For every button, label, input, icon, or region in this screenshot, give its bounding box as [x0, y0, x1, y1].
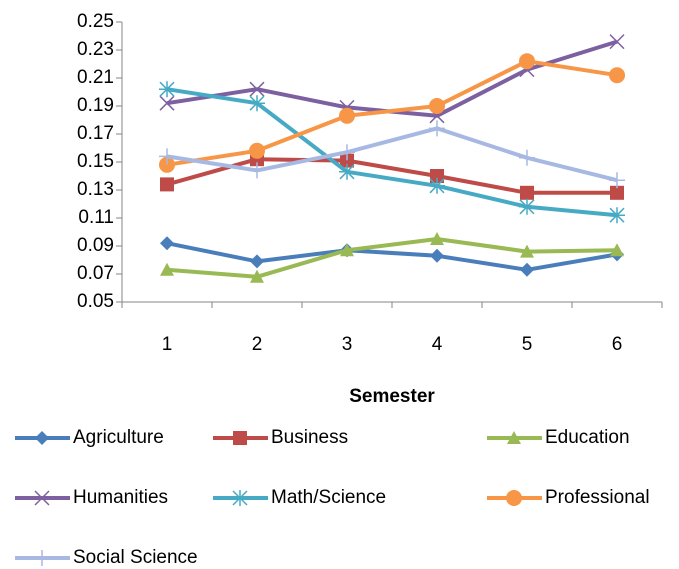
x-tick-label: 6 [612, 334, 623, 355]
series-line [166, 241, 618, 272]
marker [429, 177, 445, 194]
x-tick-label: 5 [522, 334, 533, 355]
marker [34, 490, 50, 506]
series-line [166, 87, 618, 218]
marker [430, 232, 444, 245]
marker [233, 431, 247, 445]
marker [506, 490, 522, 506]
y-tick-label: 0.17 [77, 123, 114, 144]
y-tick-label: 0.19 [77, 95, 114, 116]
series-line [166, 126, 618, 183]
marker [609, 67, 625, 84]
marker [160, 262, 174, 276]
legend-label: Education [545, 427, 630, 448]
series-line [166, 59, 618, 167]
marker [250, 269, 264, 283]
marker [520, 244, 534, 258]
marker [609, 34, 625, 50]
marker [249, 95, 265, 112]
marker [430, 248, 444, 263]
marker [35, 431, 49, 445]
marker [430, 169, 444, 183]
marker [339, 163, 355, 180]
legend-label: Social Science [73, 547, 198, 568]
marker [232, 490, 248, 506]
series-line [166, 237, 618, 279]
y-tick-label: 0.13 [77, 179, 114, 200]
legend-label: Agriculture [73, 427, 164, 448]
x-tick-label: 4 [432, 334, 443, 355]
marker [429, 98, 445, 114]
y-tick-label: 0.09 [77, 235, 114, 256]
y-tick-label: 0.21 [77, 67, 114, 88]
y-tick-label: 0.07 [77, 263, 114, 284]
y-tick-label: 0.15 [77, 151, 114, 172]
marker [519, 149, 535, 166]
series-line [166, 39, 618, 118]
marker [159, 148, 175, 165]
marker [339, 144, 355, 161]
x-tick-label: 3 [342, 334, 353, 355]
marker [159, 95, 175, 111]
marker [429, 120, 445, 137]
y-tick-label: 0.05 [77, 291, 114, 312]
marker [34, 550, 50, 566]
marker [519, 53, 535, 70]
marker [609, 172, 625, 189]
marker [507, 431, 521, 444]
x-axis-title: Semester [349, 386, 435, 407]
x-tick-label: 2 [252, 334, 263, 355]
marker [339, 107, 355, 124]
x-tick-label: 1 [162, 334, 173, 355]
series-line [166, 157, 617, 195]
marker [249, 142, 265, 159]
marker [250, 254, 264, 269]
marker [340, 243, 354, 257]
marker [610, 243, 624, 257]
marker [249, 81, 265, 97]
y-tick-label: 0.23 [77, 39, 114, 60]
marker [520, 185, 534, 200]
y-tick-label: 0.11 [78, 207, 114, 228]
legend-label: Business [271, 427, 348, 448]
legend-label: Math/Science [271, 487, 386, 508]
marker [609, 207, 625, 224]
y-tick-label: 0.25 [77, 11, 114, 32]
marker [610, 185, 624, 200]
marker [160, 236, 174, 251]
marker [160, 177, 174, 192]
marker [520, 262, 534, 277]
marker [340, 153, 354, 168]
marker [249, 162, 265, 179]
marker [519, 198, 535, 215]
marker [159, 81, 175, 98]
marker [159, 156, 175, 173]
legend-label: Professional [545, 487, 650, 508]
legend-label: Humanities [73, 487, 168, 508]
